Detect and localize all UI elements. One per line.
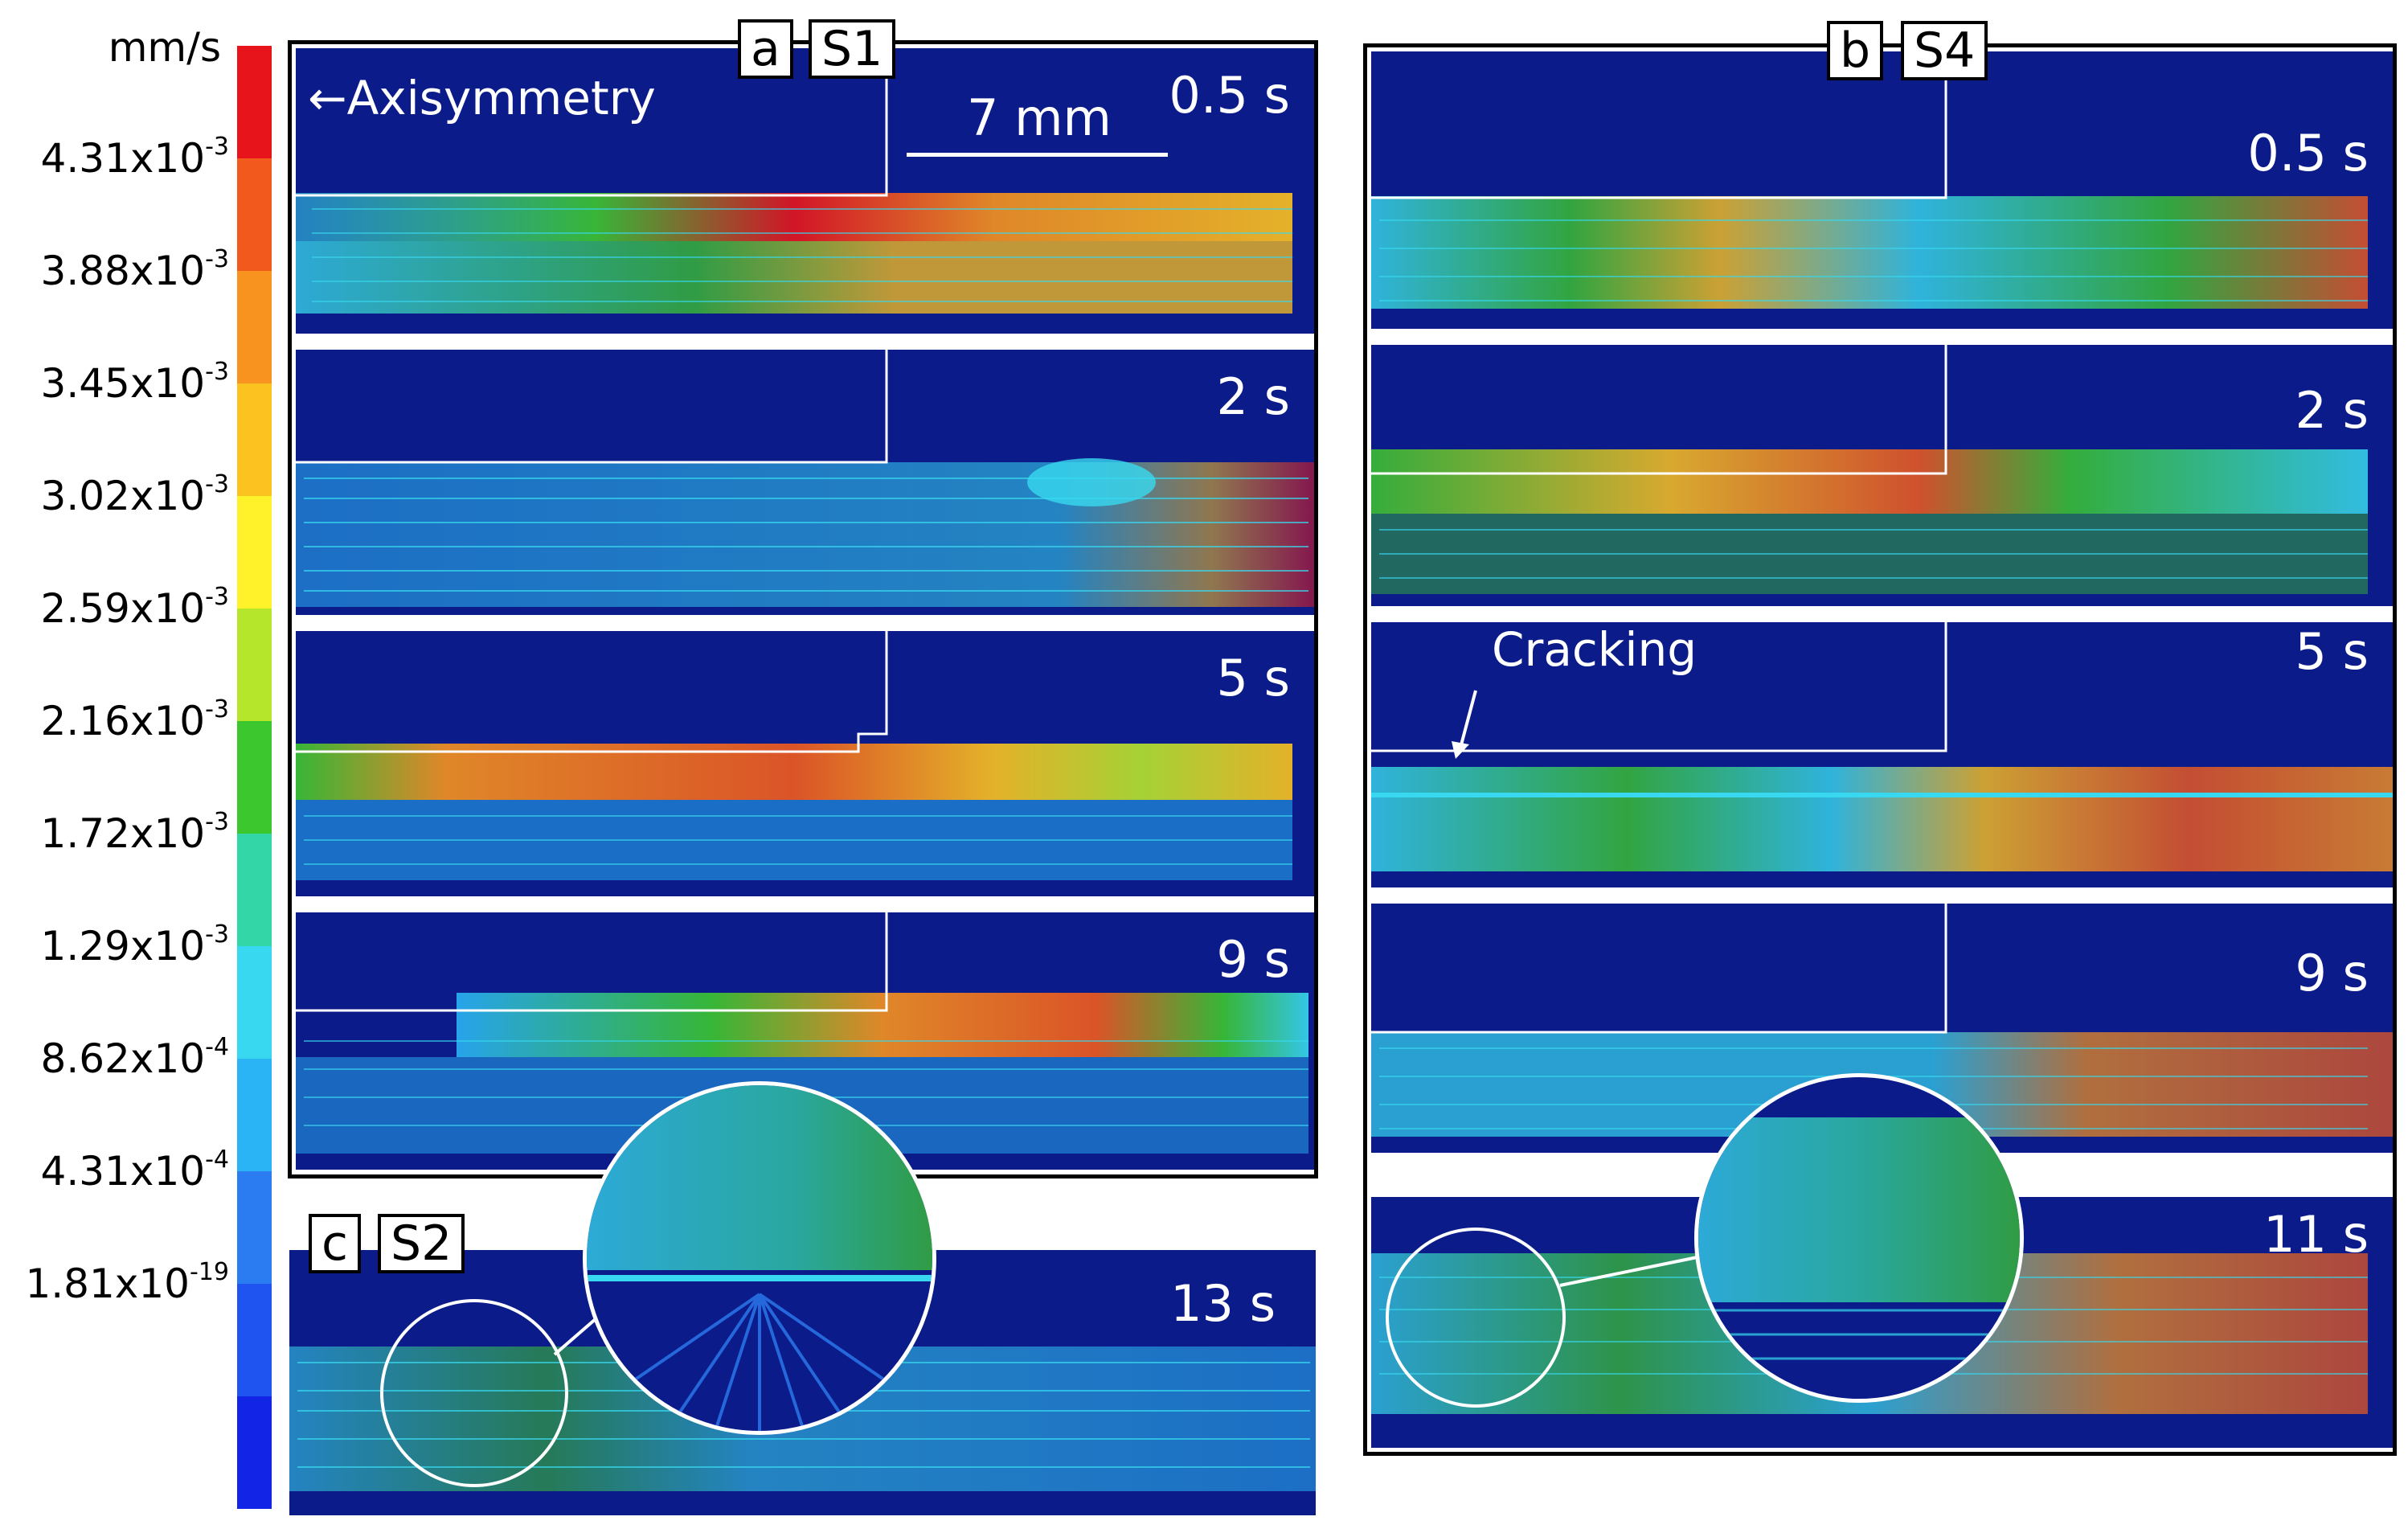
panel-a-row-1-field bbox=[296, 48, 1292, 314]
panel-b-time-4: 9 s bbox=[2295, 944, 2369, 1002]
panel-a-row-2: 2 s bbox=[296, 350, 1314, 615]
panel-b-row-2-field bbox=[1371, 345, 2368, 594]
colorbar-tick-label: 1.72x10-3 bbox=[40, 808, 229, 857]
panel-a-row-1: ←Axisymmetry 7 mm 0.5 s bbox=[296, 48, 1314, 334]
colorbar-tick-label: 2.16x10-3 bbox=[40, 695, 229, 744]
panel-a-time-3: 5 s bbox=[1216, 649, 1290, 707]
colorbar-band bbox=[237, 1396, 272, 1509]
panel-b-time-5: 11 s bbox=[2263, 1205, 2369, 1264]
colorbar-band bbox=[237, 834, 272, 946]
colorbar-tick-label: 4.31x10-3 bbox=[40, 133, 229, 182]
panel-c-zoom-source-circle bbox=[380, 1299, 568, 1487]
colorbar-tick-label: 1.81x10-19 bbox=[25, 1258, 229, 1307]
colorbar-band bbox=[237, 1171, 272, 1284]
panel-a-time-1: 0.5 s bbox=[1169, 66, 1290, 125]
panel-b-time-2: 2 s bbox=[2295, 381, 2369, 440]
panel-a-frame: ←Axisymmetry 7 mm 0.5 s bbox=[288, 40, 1318, 1178]
colorbar-band bbox=[237, 496, 272, 609]
panel-b-row-1: 0.5 s bbox=[1371, 51, 2393, 329]
panel-c-time: 13 s bbox=[1170, 1274, 1276, 1333]
scale-bar-label: 7 mm bbox=[967, 88, 1112, 147]
panel-a-time-2: 2 s bbox=[1216, 367, 1290, 426]
colorbar-band bbox=[237, 46, 272, 158]
colorbar-band bbox=[237, 158, 272, 271]
panel-b-zoom-source-circle bbox=[1386, 1228, 1566, 1408]
colorbar-tick-label: 8.62x10-4 bbox=[40, 1033, 229, 1082]
panel-b-letter-tag: b bbox=[1827, 21, 1884, 80]
panel-b-time-1: 0.5 s bbox=[2247, 124, 2369, 182]
panel-c-letter-tag: c bbox=[309, 1214, 361, 1273]
scale-bar bbox=[907, 153, 1168, 157]
colorbar-band bbox=[237, 1284, 272, 1396]
panel-a-sample-tag: S1 bbox=[809, 19, 896, 79]
colorbar-unit: mm/s bbox=[108, 24, 221, 71]
panel-a-row-3: 5 s bbox=[296, 631, 1314, 896]
panel-a-row-2-field bbox=[296, 350, 1314, 607]
colorbar-tick-label: 3.88x10-3 bbox=[40, 245, 229, 294]
panel-a-letter-tag: a bbox=[738, 19, 793, 79]
panel-b-row-3: Cracking 5 s bbox=[1371, 622, 2393, 887]
panel-c: 13 s bbox=[289, 1250, 1316, 1515]
axisymmetry-arrow-icon: ← bbox=[308, 71, 347, 125]
panel-c-zoom-magnifier bbox=[583, 1081, 936, 1435]
colorbar-band bbox=[237, 271, 272, 383]
panel-c-sample-tag: S2 bbox=[378, 1214, 465, 1273]
colorbar-tick-label: 2.59x10-3 bbox=[40, 583, 229, 632]
panel-b-zoom-magnifier bbox=[1694, 1073, 2024, 1403]
colorbar-tick-label: 3.45x10-3 bbox=[40, 358, 229, 407]
colorbar-band bbox=[237, 609, 272, 721]
colorbar bbox=[237, 46, 272, 1509]
panel-b-row-2: 2 s bbox=[1371, 345, 2393, 606]
colorbar-tick-label: 3.02x10-3 bbox=[40, 470, 229, 519]
colorbar-band bbox=[237, 946, 272, 1059]
panel-a-row-3-field bbox=[296, 631, 1292, 880]
axisymmetry-label: ←Axisymmetry bbox=[308, 71, 656, 125]
panel-a-time-4: 9 s bbox=[1216, 930, 1290, 989]
colorbar-band bbox=[237, 721, 272, 834]
colorbar-band bbox=[237, 1059, 272, 1171]
panel-b-row-1-field bbox=[1371, 51, 2368, 309]
panel-b-sample-tag: S4 bbox=[1901, 21, 1988, 80]
panel-b-time-3: 5 s bbox=[2295, 622, 2369, 681]
cracking-label: Cracking bbox=[1492, 622, 1697, 677]
cracking-arrow bbox=[1458, 690, 1477, 752]
colorbar-band bbox=[237, 383, 272, 496]
panel-b-row-3-field bbox=[1371, 622, 2393, 871]
colorbar-tick-label: 4.31x10-4 bbox=[40, 1146, 229, 1195]
colorbar-tick-label: 1.29x10-3 bbox=[40, 920, 229, 969]
